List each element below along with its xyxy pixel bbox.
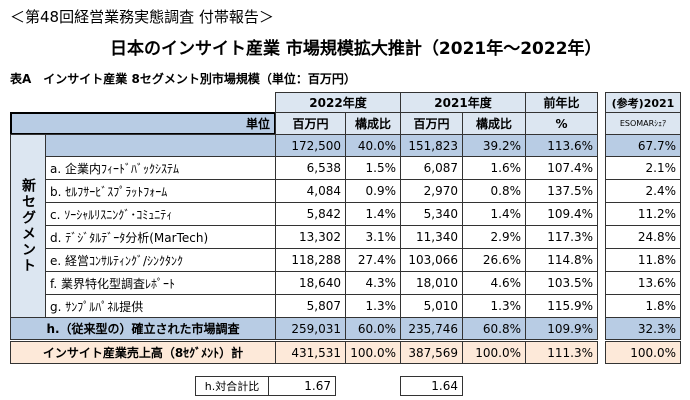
esomar-cell: 2.1% — [605, 156, 681, 180]
value-cell: 1.5% — [345, 156, 401, 180]
value-cell: 109.9% — [525, 317, 598, 340]
value-cell: 1.4% — [345, 202, 401, 226]
value-cell: 18,010 — [400, 271, 463, 295]
row-label: インサイト産業売上高（8ｾｸﾞﾒﾝﾄ）計 — [10, 341, 276, 364]
value-cell: 103.5% — [525, 271, 598, 295]
row-label: h.（従来型の）確立された市場調査 — [10, 317, 276, 340]
value-cell: 5,842 — [275, 202, 346, 226]
value-cell: 27.4% — [345, 248, 401, 272]
value-cell: 117.3% — [525, 225, 598, 249]
footer-value: 1.64 — [400, 376, 463, 396]
value-cell: 0.9% — [345, 179, 401, 203]
value-cell: 1.4% — [462, 202, 526, 226]
units-label: 単位 — [10, 112, 276, 135]
unit-header: 百万円 — [400, 112, 463, 135]
value-cell: 111.3% — [525, 341, 598, 364]
value-cell: 4,084 — [275, 179, 346, 203]
esomar-cell: 1.8% — [605, 294, 681, 318]
value-cell: 172,500 — [275, 134, 346, 157]
value-cell: 6,538 — [275, 156, 346, 180]
value-cell: 18,640 — [275, 271, 346, 295]
group-header: 前年比 — [525, 92, 598, 113]
value-cell: 4.6% — [462, 271, 526, 295]
unit-header: ESOMARｼｪｱ — [605, 112, 681, 135]
group-header: 2021年度 — [400, 92, 526, 113]
title: 日本のインサイト産業 市場規模拡大推計（2021年～2022年） — [110, 39, 602, 59]
value-cell: 0.8% — [462, 179, 526, 203]
value-cell: 39.2% — [462, 134, 526, 157]
footer-label: h.対合計比 — [195, 376, 269, 396]
value-cell: 26.6% — [462, 248, 526, 272]
footer-value: 1.67 — [268, 376, 336, 396]
value-cell: 11,340 — [400, 225, 463, 249]
value-cell: 40.0% — [345, 134, 401, 157]
value-cell: 113.6% — [525, 134, 598, 157]
value-cell: 114.8% — [525, 248, 598, 272]
unit-header: % — [525, 112, 598, 135]
row-label: a. 企業内ﾌｨｰﾄﾞﾊﾞｯｸｼｽﾃﾑ — [45, 156, 276, 180]
value-cell: 5,340 — [400, 202, 463, 226]
value-cell: 5,010 — [400, 294, 463, 318]
esomar-cell: 13.6% — [605, 271, 681, 295]
value-cell: 2,970 — [400, 179, 463, 203]
value-cell: 6,087 — [400, 156, 463, 180]
row-label — [45, 134, 276, 157]
row-label: f. 業界特化型調査ﾚﾎﾟｰﾄ — [45, 271, 276, 295]
caption: 表A インサイト産業 8セグメント別市場規模（単位：百万円） — [10, 72, 356, 86]
esomar-cell: 2.4% — [605, 179, 681, 203]
value-cell: 115.9% — [525, 294, 598, 318]
value-cell: 118,288 — [275, 248, 346, 272]
value-cell: 1.6% — [462, 156, 526, 180]
value-cell: 431,531 — [275, 341, 346, 364]
value-cell: 100.0% — [345, 341, 401, 364]
group-header: (参考)2021 — [605, 92, 681, 113]
row-label: c. ｿｰｼｬﾙﾘｽﾆﾝｸﾞ･ｺﾐｭﾆﾃｨ — [45, 202, 276, 226]
side-label: 新セグメント — [10, 134, 46, 318]
row-label: g. ｻﾝﾌﾟﾙﾊﾟﾈﾙ提供 — [45, 294, 276, 318]
value-cell: 4.3% — [345, 271, 401, 295]
value-cell: 107.4% — [525, 156, 598, 180]
kicker: ＜第48回経営業務実態調査 付帯報告＞ — [10, 8, 274, 26]
value-cell: 1.3% — [345, 294, 401, 318]
value-cell: 151,823 — [400, 134, 463, 157]
value-cell: 103,066 — [400, 248, 463, 272]
row-label: b. ｾﾙﾌｻｰﾋﾞｽﾌﾟﾗｯﾄﾌｫｰﾑ — [45, 179, 276, 203]
group-header: 2022年度 — [275, 92, 401, 113]
esomar-cell: 11.8% — [605, 248, 681, 272]
value-cell: 137.5% — [525, 179, 598, 203]
esomar-cell: 24.8% — [605, 225, 681, 249]
unit-header: 百万円 — [275, 112, 346, 135]
value-cell: 387,569 — [400, 341, 463, 364]
value-cell: 100.0% — [462, 341, 526, 364]
value-cell: 1.3% — [462, 294, 526, 318]
esomar-cell: 32.3% — [605, 317, 681, 340]
value-cell: 109.4% — [525, 202, 598, 226]
value-cell: 2.9% — [462, 225, 526, 249]
value-cell: 235,746 — [400, 317, 463, 340]
esomar-cell: 100.0% — [605, 341, 681, 364]
value-cell: 259,031 — [275, 317, 346, 340]
value-cell: 13,302 — [275, 225, 346, 249]
esomar-cell: 67.7% — [605, 134, 681, 157]
unit-header: 構成比 — [462, 112, 526, 135]
value-cell: 60.8% — [462, 317, 526, 340]
row-label: d. ﾃﾞｼﾞﾀﾙﾃﾞｰﾀ分析(MarTech) — [45, 225, 276, 249]
esomar-cell: 11.2% — [605, 202, 681, 226]
row-label: e. 経営ｺﾝｻﾙﾃｨﾝｸﾞ/ｼﾝｸﾀﾝｸ — [45, 248, 276, 272]
value-cell: 3.1% — [345, 225, 401, 249]
value-cell: 5,807 — [275, 294, 346, 318]
unit-header: 構成比 — [345, 112, 401, 135]
value-cell: 60.0% — [345, 317, 401, 340]
